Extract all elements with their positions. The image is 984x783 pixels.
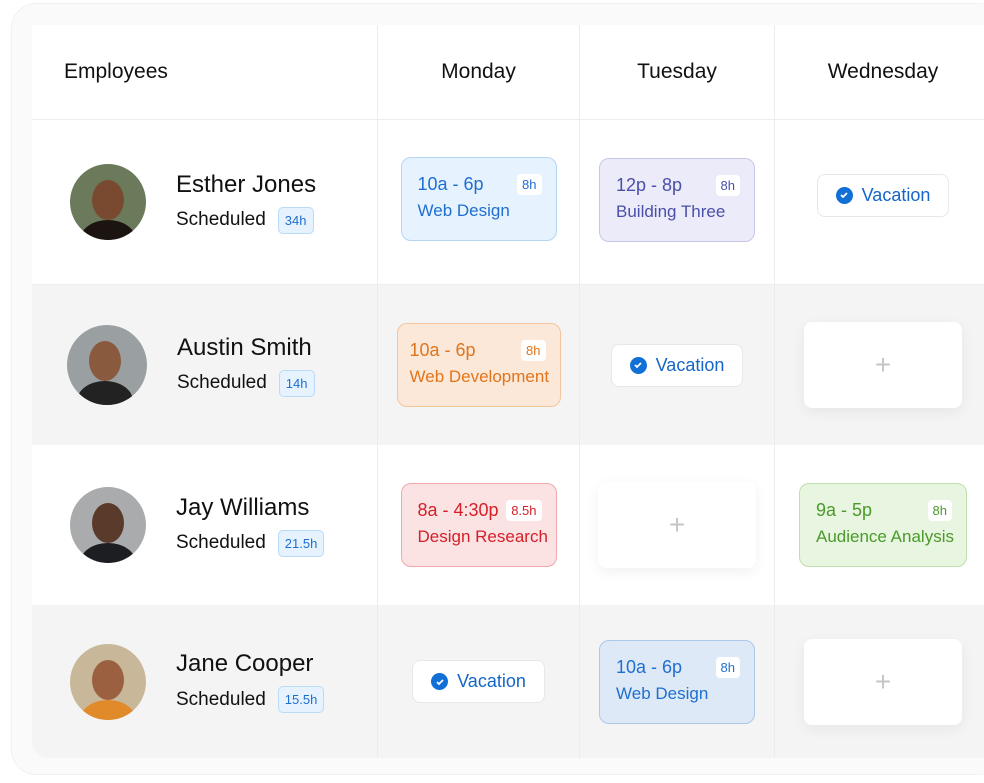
shift-card[interactable]: 10a - 6p Web Design 8h xyxy=(599,639,755,724)
employee-row-jay[interactable]: Jay Williams Scheduled 21.5h xyxy=(32,445,378,605)
shift-task: Web Development xyxy=(409,367,550,386)
shift-task: Web Design xyxy=(616,683,709,703)
shift-time: 10a - 6p xyxy=(616,656,683,677)
avatar xyxy=(70,643,146,720)
header-tuesday: Tuesday xyxy=(580,25,775,120)
vacation-badge[interactable]: Vacation xyxy=(610,343,744,387)
shift-time: 10a - 6p xyxy=(409,340,476,360)
check-circle-icon xyxy=(835,186,853,204)
shift-card[interactable]: 9a - 5p Audience Analysis 8h xyxy=(799,483,967,567)
shift-card[interactable]: 10a - 6p Web Design 8h xyxy=(400,157,557,241)
shift-duration: 8.5h xyxy=(506,500,542,521)
shift-time: 12p - 8p xyxy=(616,175,683,195)
employee-name: Esther Jones xyxy=(176,170,317,198)
vacation-label: Vacation xyxy=(655,354,725,375)
shift-time: 9a - 5p xyxy=(816,500,873,520)
shift-duration: 8h xyxy=(715,656,740,678)
shift-task: Design Research xyxy=(417,527,548,546)
scheduled-label: Scheduled xyxy=(176,532,266,553)
shift-duration: 8h xyxy=(927,500,952,521)
employee-row-esther[interactable]: Esther Jones Scheduled 34h xyxy=(32,120,378,285)
vacation-badge[interactable]: Vacation xyxy=(412,660,545,703)
shift-duration: 8h xyxy=(521,340,546,361)
shift-duration: 8h xyxy=(715,175,740,196)
shift-time: 8a - 4:30p xyxy=(417,500,499,520)
hours-badge: 14h xyxy=(278,369,315,397)
scheduled-label: Scheduled xyxy=(176,209,266,230)
scheduled-label: Scheduled xyxy=(176,688,266,710)
shift-duration: 8h xyxy=(517,174,542,195)
employee-name: Jane Cooper xyxy=(176,650,314,677)
avatar xyxy=(67,325,147,405)
vacation-label: Vacation xyxy=(861,184,931,205)
employee-row-jane[interactable]: Jane Cooper Scheduled 15.5h xyxy=(32,605,378,758)
employee-name: Jay Williams xyxy=(176,493,310,521)
shift-task: Building Three xyxy=(616,202,726,221)
employee-name: Austin Smith xyxy=(177,333,312,361)
schedule-table: Employees Monday Tuesday Wednesday Esthe… xyxy=(32,25,984,758)
vacation-badge[interactable]: Vacation xyxy=(816,173,950,217)
check-circle-icon xyxy=(431,673,449,690)
shift-time: 10a - 6p xyxy=(417,174,484,194)
header-monday: Monday xyxy=(378,25,580,120)
scheduled-label: Scheduled xyxy=(177,372,267,393)
add-shift-button[interactable]: + xyxy=(804,322,962,408)
add-shift-button[interactable]: + xyxy=(598,482,756,568)
hours-badge: 15.5h xyxy=(277,686,325,713)
avatar xyxy=(70,487,146,563)
add-shift-button[interactable]: + xyxy=(804,638,962,725)
shift-task: Audience Analysis xyxy=(816,527,954,546)
hours-badge: 21.5h xyxy=(277,529,325,557)
vacation-label: Vacation xyxy=(457,671,526,691)
check-circle-icon xyxy=(629,356,647,374)
employee-row-austin[interactable]: Austin Smith Scheduled 14h xyxy=(32,285,378,445)
shift-card[interactable]: 12p - 8p Building Three 8h xyxy=(599,158,755,242)
avatar xyxy=(70,164,146,240)
header-wednesday: Wednesday xyxy=(775,25,984,120)
shift-card[interactable]: 10a - 6p Web Development 8h xyxy=(396,323,561,407)
header-employees: Employees xyxy=(32,25,378,120)
shift-card[interactable]: 8a - 4:30p Design Research 8.5h xyxy=(400,483,557,567)
hours-badge: 34h xyxy=(277,206,314,234)
shift-task: Web Design xyxy=(417,201,510,220)
